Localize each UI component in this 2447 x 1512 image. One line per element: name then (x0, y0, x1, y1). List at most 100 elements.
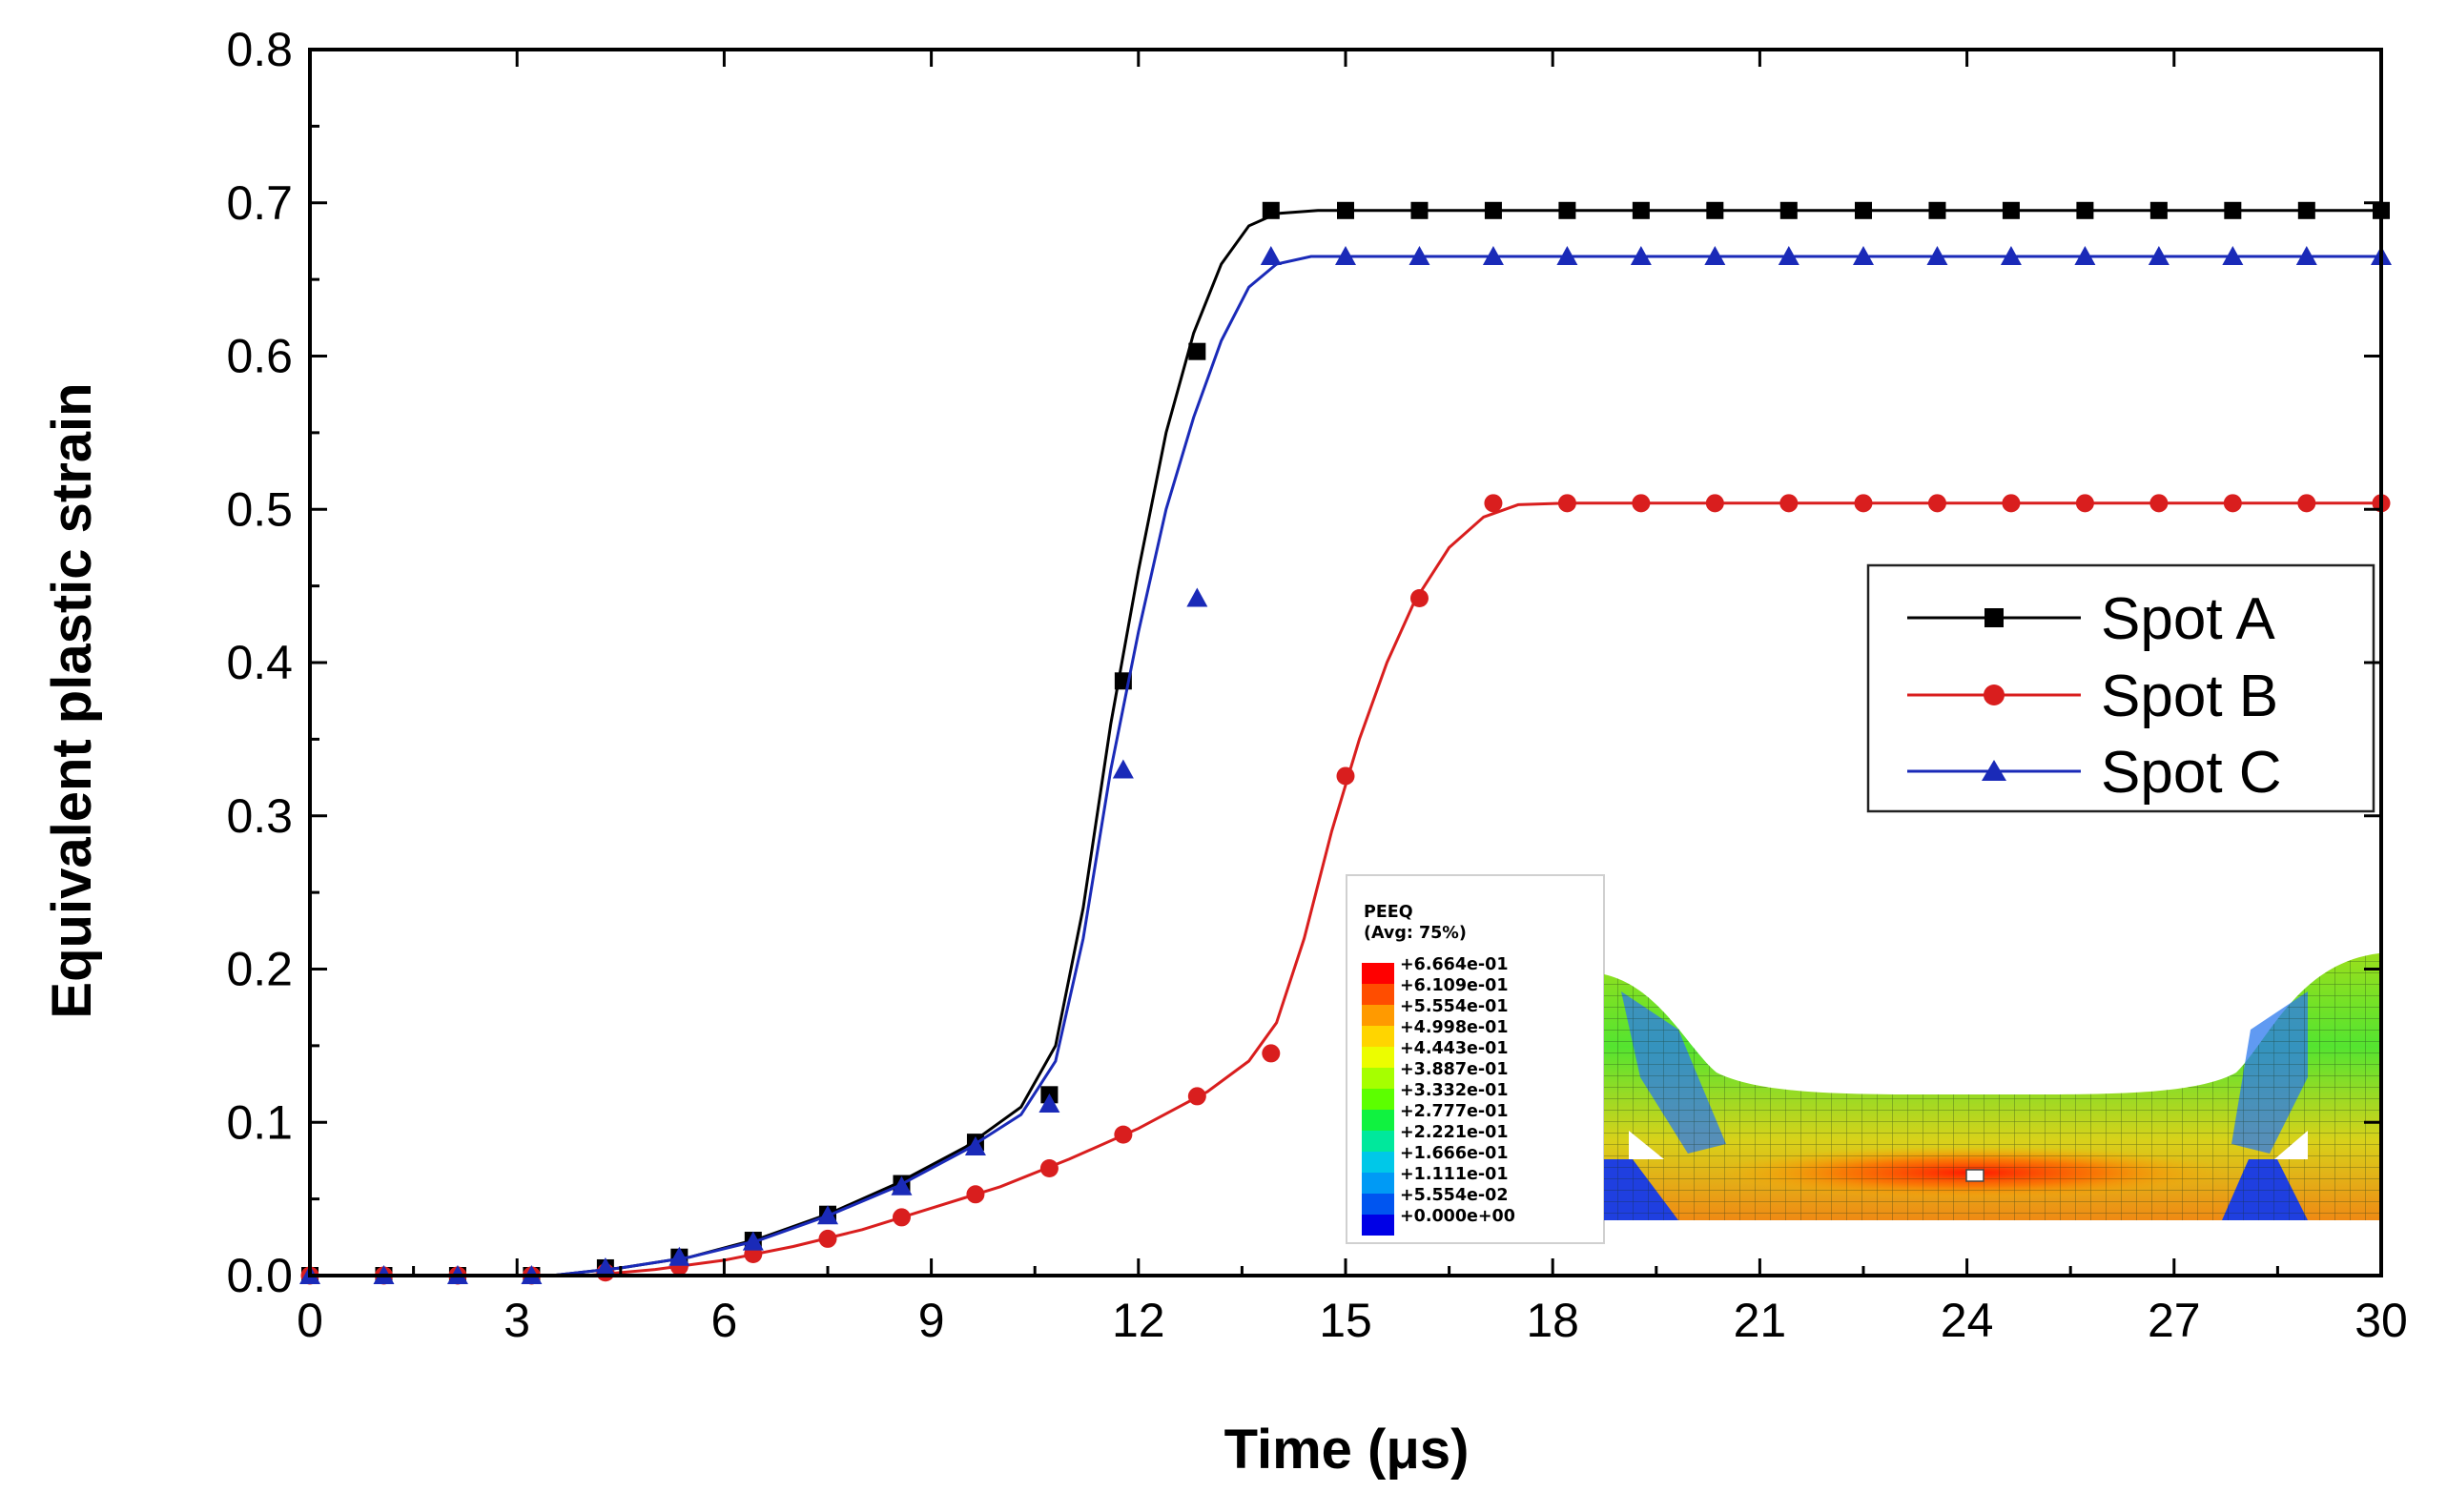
x-tick-label: 30 (2354, 1294, 2408, 1347)
mesh-grid (1604, 953, 2379, 1220)
data-point-spot-b (2149, 494, 2169, 513)
colorbar-level-label: +2.221e-01 (1400, 1123, 1509, 1142)
data-point-spot-b (1854, 494, 1873, 513)
x-tick-label: 15 (1319, 1294, 1372, 1347)
data-point-spot-c (1853, 246, 1874, 266)
data-point-spot-b (1187, 1087, 1206, 1106)
colorbar-swatch (1362, 1110, 1394, 1131)
data-point-spot-a (1928, 201, 1946, 219)
colorbar-level-label: +6.109e-01 (1400, 976, 1509, 995)
x-tick-label: 27 (2148, 1294, 2201, 1347)
data-point-spot-c (1260, 246, 1282, 266)
data-point-spot-a (2149, 201, 2168, 219)
colorbar-level-label: +5.554e-01 (1400, 997, 1509, 1016)
colorbar-swatch (1362, 963, 1394, 984)
colorbar-level-label: +1.111e-01 (1400, 1165, 1509, 1184)
data-point-spot-a (1484, 201, 1502, 219)
legend-label-spot-a: Spot A (2101, 586, 2275, 652)
y-tick-label: 0.0 (226, 1249, 293, 1302)
data-point-spot-c (2295, 246, 2317, 266)
data-point-spot-b (1409, 588, 1429, 607)
data-point-spot-c (1630, 246, 1652, 266)
x-tick-label: 21 (1734, 1294, 1787, 1347)
data-point-spot-c (1926, 246, 1948, 266)
data-point-spot-b (966, 1185, 985, 1204)
data-point-spot-c (1704, 246, 1726, 266)
legend-label-spot-b: Spot B (2101, 664, 2278, 729)
data-point-spot-b (1114, 1125, 1133, 1144)
series-line-spot-b (310, 501, 2381, 1277)
data-point-spot-c (1409, 246, 1430, 266)
x-tick-label: 0 (297, 1294, 323, 1347)
data-point-spot-a (1632, 201, 1650, 219)
x-tick-label: 6 (710, 1294, 737, 1347)
data-point-spot-b (2223, 494, 2242, 513)
colorbar-level-label: +5.554e-02 (1400, 1186, 1509, 1205)
colorbar-level-label: +1.666e-01 (1400, 1144, 1509, 1163)
colorbar-swatch (1362, 1173, 1394, 1194)
colorbar-swatch (1362, 1131, 1394, 1152)
x-tick-label: 12 (1112, 1294, 1165, 1347)
fem-mesh (1604, 953, 2379, 1220)
data-point-spot-b (1632, 494, 1651, 513)
colorbar-level-label: +4.443e-01 (1400, 1039, 1509, 1058)
colorbar-level-label: +0.000e+00 (1400, 1207, 1515, 1226)
spot-marker (1965, 1169, 1984, 1182)
colorbar-level-label: +3.887e-01 (1400, 1060, 1509, 1079)
data-point-spot-c (742, 1231, 764, 1251)
data-point-spot-c (1038, 1093, 1060, 1113)
colorbar-swatch (1362, 984, 1394, 1005)
data-point-spot-c (594, 1257, 616, 1277)
colorbar-subtitle: (Avg: 75%) (1364, 924, 1467, 943)
data-point-spot-c (1186, 587, 1208, 607)
plot-area (299, 201, 2392, 1285)
data-point-spot-b (2002, 494, 2021, 513)
data-point-spot-c (2148, 246, 2169, 266)
data-point-spot-b (818, 1229, 837, 1248)
gap-right (2274, 1131, 2308, 1159)
axes: 0 3 6 9 12 15 18 21 24 27 30 0.0 0.1 0.2 0.3 0.4 0.5 0.6 0… (226, 23, 2407, 1347)
y-tick-label: 0.5 (226, 482, 293, 536)
colorbar-swatch (1362, 1152, 1394, 1173)
y-tick-label: 0.1 (226, 1095, 293, 1149)
data-point-spot-b (2075, 494, 2094, 513)
colorbar-swatch (1362, 1089, 1394, 1110)
data-point-spot-b (1927, 494, 1946, 513)
y-tick-label: 0.6 (226, 330, 293, 383)
x-axis-title: Time (μs) (1224, 1419, 1470, 1481)
colorbar-level-label: +6.664e-01 (1400, 955, 1509, 974)
y-axis-title: Equivalent plastic strain (41, 382, 103, 1018)
colorbar-title: PEEQ (1364, 903, 1413, 922)
data-point-spot-c (2000, 246, 2022, 266)
legend: Spot A Spot B Spot C (1866, 563, 2375, 813)
colorbar-swatch (1362, 1047, 1394, 1068)
y-tick-label: 0.4 (226, 636, 293, 689)
colorbar-level-label: +3.332e-01 (1400, 1081, 1509, 1100)
data-point-spot-c (1778, 246, 1799, 266)
x-tick-label: 3 (504, 1294, 530, 1347)
x-tick-label: 9 (918, 1294, 945, 1347)
data-point-spot-b (1779, 494, 1799, 513)
x-tick-label: 18 (1526, 1294, 1579, 1347)
data-point-spot-a (2224, 201, 2242, 219)
data-point-spot-c (668, 1246, 690, 1266)
legend-marker-spot-c (1982, 760, 2006, 781)
data-point-spot-c (2074, 246, 2096, 266)
colorbar: +6.664e-01 +6.109e-01 +5.554e-01 +4.998e-01… (1362, 955, 1515, 1236)
data-point-spot-c (964, 1135, 986, 1155)
data-point-spot-a (1706, 201, 1724, 219)
gap-left (1629, 1131, 1664, 1159)
data-point-spot-b (1262, 1044, 1281, 1063)
colorbar-swatch (1362, 1215, 1394, 1236)
fem-inset: PEEQ (Avg: 75%) +6.664e-01 +6.109e-01 +5.5… (1346, 874, 2379, 1244)
data-point-spot-a (2076, 201, 2094, 219)
data-point-spot-b (892, 1208, 911, 1227)
data-point-spot-b (1557, 494, 1576, 513)
legend-marker-spot-b (1984, 684, 2005, 705)
data-point-spot-a (1188, 342, 1206, 360)
data-point-spot-c (817, 1205, 838, 1225)
data-point-spot-b (1705, 494, 1724, 513)
data-point-spot-a (1262, 201, 1280, 219)
data-point-spot-a (2297, 201, 2315, 219)
